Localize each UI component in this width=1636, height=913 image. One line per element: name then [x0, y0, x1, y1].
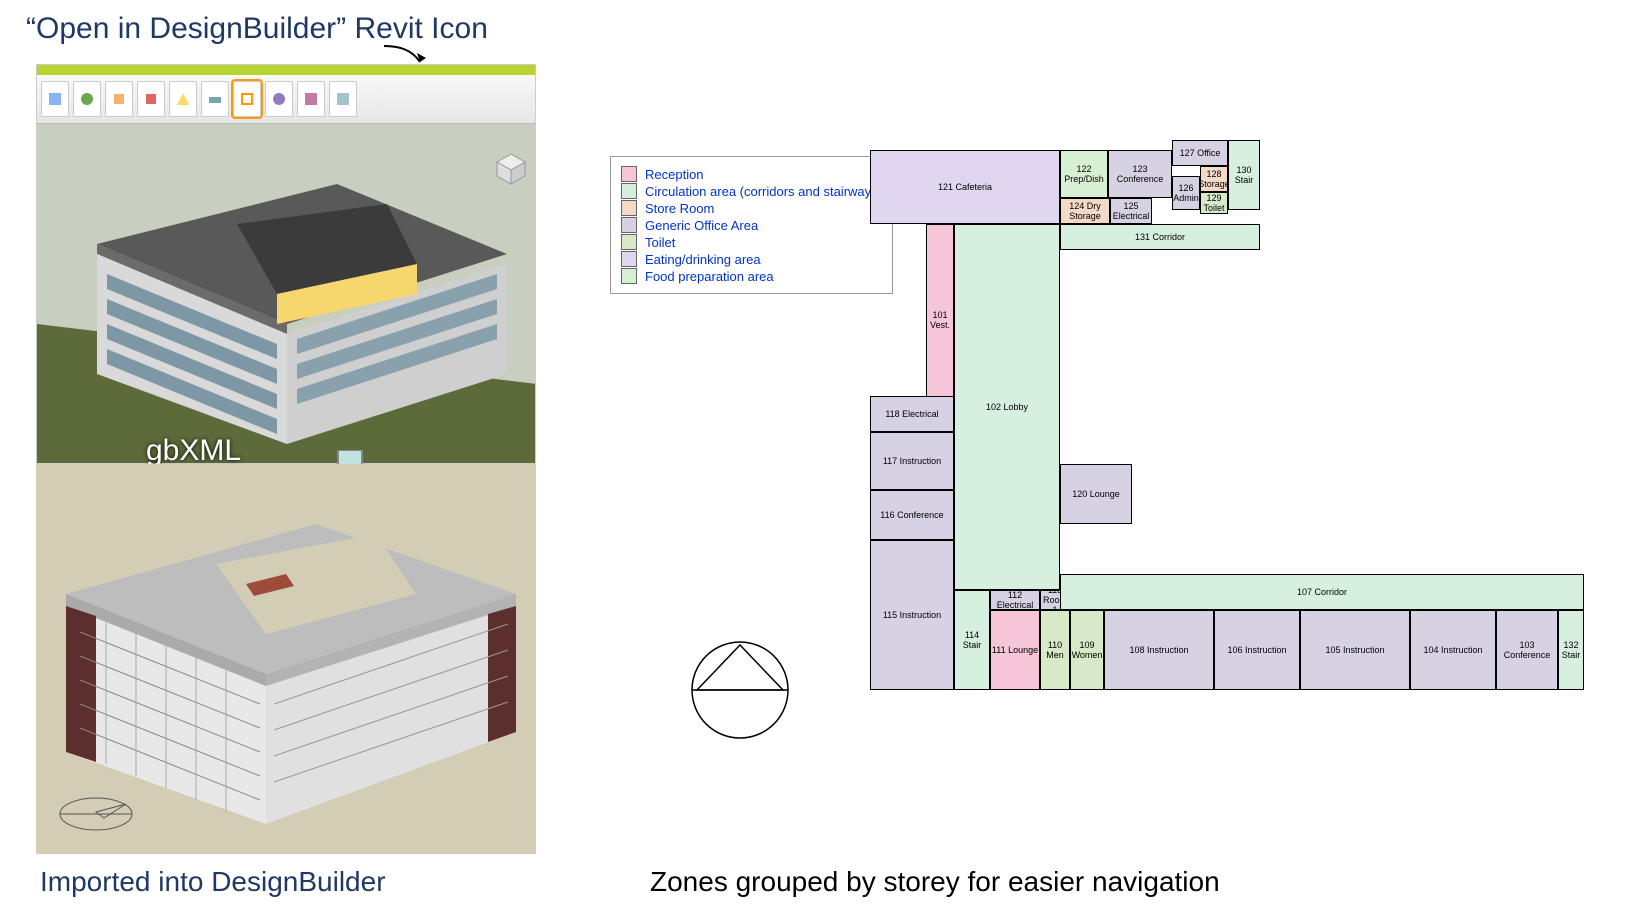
legend-label: Store Room [645, 201, 714, 216]
room-128[interactable]: 128 Storage [1200, 166, 1228, 192]
legend-swatch [621, 234, 637, 250]
caption-left: Imported into DesignBuilder [40, 866, 386, 898]
room-129[interactable]: 129 Toilet [1200, 192, 1228, 214]
legend-label: Toilet [645, 235, 675, 250]
ribbon-button[interactable] [265, 81, 293, 117]
page-title: “Open in DesignBuilder” Revit Icon [26, 12, 488, 46]
db-3d-view [36, 464, 536, 854]
room-108[interactable]: 108 Instruction [1104, 610, 1214, 690]
room-112[interactable]: 112 Electrical [990, 590, 1040, 610]
revit-screenshot [36, 64, 536, 464]
legend-label: Circulation area (corridors and stairway… [645, 184, 882, 199]
room-110[interactable]: 110 Men [1040, 610, 1070, 690]
ribbon-button[interactable] [105, 81, 133, 117]
room-117[interactable]: 117 Instruction [870, 432, 954, 490]
legend-item: Food preparation area [621, 268, 882, 284]
revit-3d-view [37, 124, 536, 464]
room-121[interactable]: 121 Cafeteria [870, 150, 1060, 224]
room-116[interactable]: 116 Conference [870, 490, 954, 540]
legend-swatch [621, 268, 637, 284]
room-122[interactable]: 122 Prep/Dish [1060, 150, 1108, 198]
legend-swatch [621, 217, 637, 233]
ribbon-button[interactable] [169, 81, 197, 117]
legend-swatch [621, 183, 637, 199]
room-111[interactable]: 111 Lounge [990, 610, 1040, 690]
room-109[interactable]: 109 Women [1070, 610, 1104, 690]
room-107[interactable]: 107 Corridor [1060, 574, 1584, 610]
legend-swatch [621, 200, 637, 216]
ribbon-button[interactable] [297, 81, 325, 117]
legend-item: Store Room [621, 200, 882, 216]
room-127[interactable]: 127 Office [1172, 140, 1228, 166]
legend-label: Eating/drinking area [645, 252, 761, 267]
room-126[interactable]: 126 Admin [1172, 176, 1200, 210]
room-131[interactable]: 131 Corridor [1060, 224, 1260, 250]
floor-plan: 121 Cafeteria122 Prep/Dish123 Conference… [870, 150, 1590, 710]
open-in-designbuilder-icon[interactable] [233, 81, 261, 117]
room-102[interactable]: 102 Lobby [954, 224, 1060, 590]
compass-icon [685, 635, 795, 745]
revit-titlebar [37, 65, 535, 75]
room-132[interactable]: 132 Stair [1558, 610, 1584, 690]
room-118[interactable]: 118 Electrical [870, 396, 954, 432]
legend: Reception Circulation area (corridors and… [610, 156, 893, 294]
room-124[interactable]: 124 Dry Storage [1060, 198, 1110, 224]
room-105[interactable]: 105 Instruction [1300, 610, 1410, 690]
legend-swatch [621, 251, 637, 267]
legend-item: Toilet [621, 234, 882, 250]
ribbon-button[interactable] [329, 81, 357, 117]
legend-item: Circulation area (corridors and stairway… [621, 183, 882, 199]
room-125[interactable]: 125 Electrical [1110, 198, 1152, 224]
room-114[interactable]: 114 Stair [954, 590, 990, 690]
gbxml-label: gbXML [146, 434, 241, 468]
designbuilder-screenshot [36, 464, 536, 854]
room-130[interactable]: 130 Stair [1228, 140, 1260, 210]
room-103[interactable]: 103 Conference [1496, 610, 1558, 690]
room-106[interactable]: 106 Instruction [1214, 610, 1300, 690]
ribbon-button[interactable] [137, 81, 165, 117]
legend-label: Food preparation area [645, 269, 774, 284]
room-101[interactable]: 101 Vest. [926, 224, 954, 416]
revit-ribbon [37, 75, 535, 124]
ribbon-button[interactable] [41, 81, 69, 117]
legend-item: Generic Office Area [621, 217, 882, 233]
legend-label: Generic Office Area [645, 218, 758, 233]
left-panel: gbXML [36, 64, 536, 854]
legend-item: Reception [621, 166, 882, 182]
legend-label: Reception [645, 167, 704, 182]
room-115[interactable]: 115 Instruction [870, 540, 954, 690]
caption-right: Zones grouped by storey for easier navig… [650, 866, 1220, 898]
ribbon-button[interactable] [73, 81, 101, 117]
legend-item: Eating/drinking area [621, 251, 882, 267]
room-120[interactable]: 120 Lounge [1060, 464, 1132, 524]
legend-swatch [621, 166, 637, 182]
ribbon-button[interactable] [201, 81, 229, 117]
room-104[interactable]: 104 Instruction [1410, 610, 1496, 690]
room-123[interactable]: 123 Conference [1108, 150, 1172, 198]
